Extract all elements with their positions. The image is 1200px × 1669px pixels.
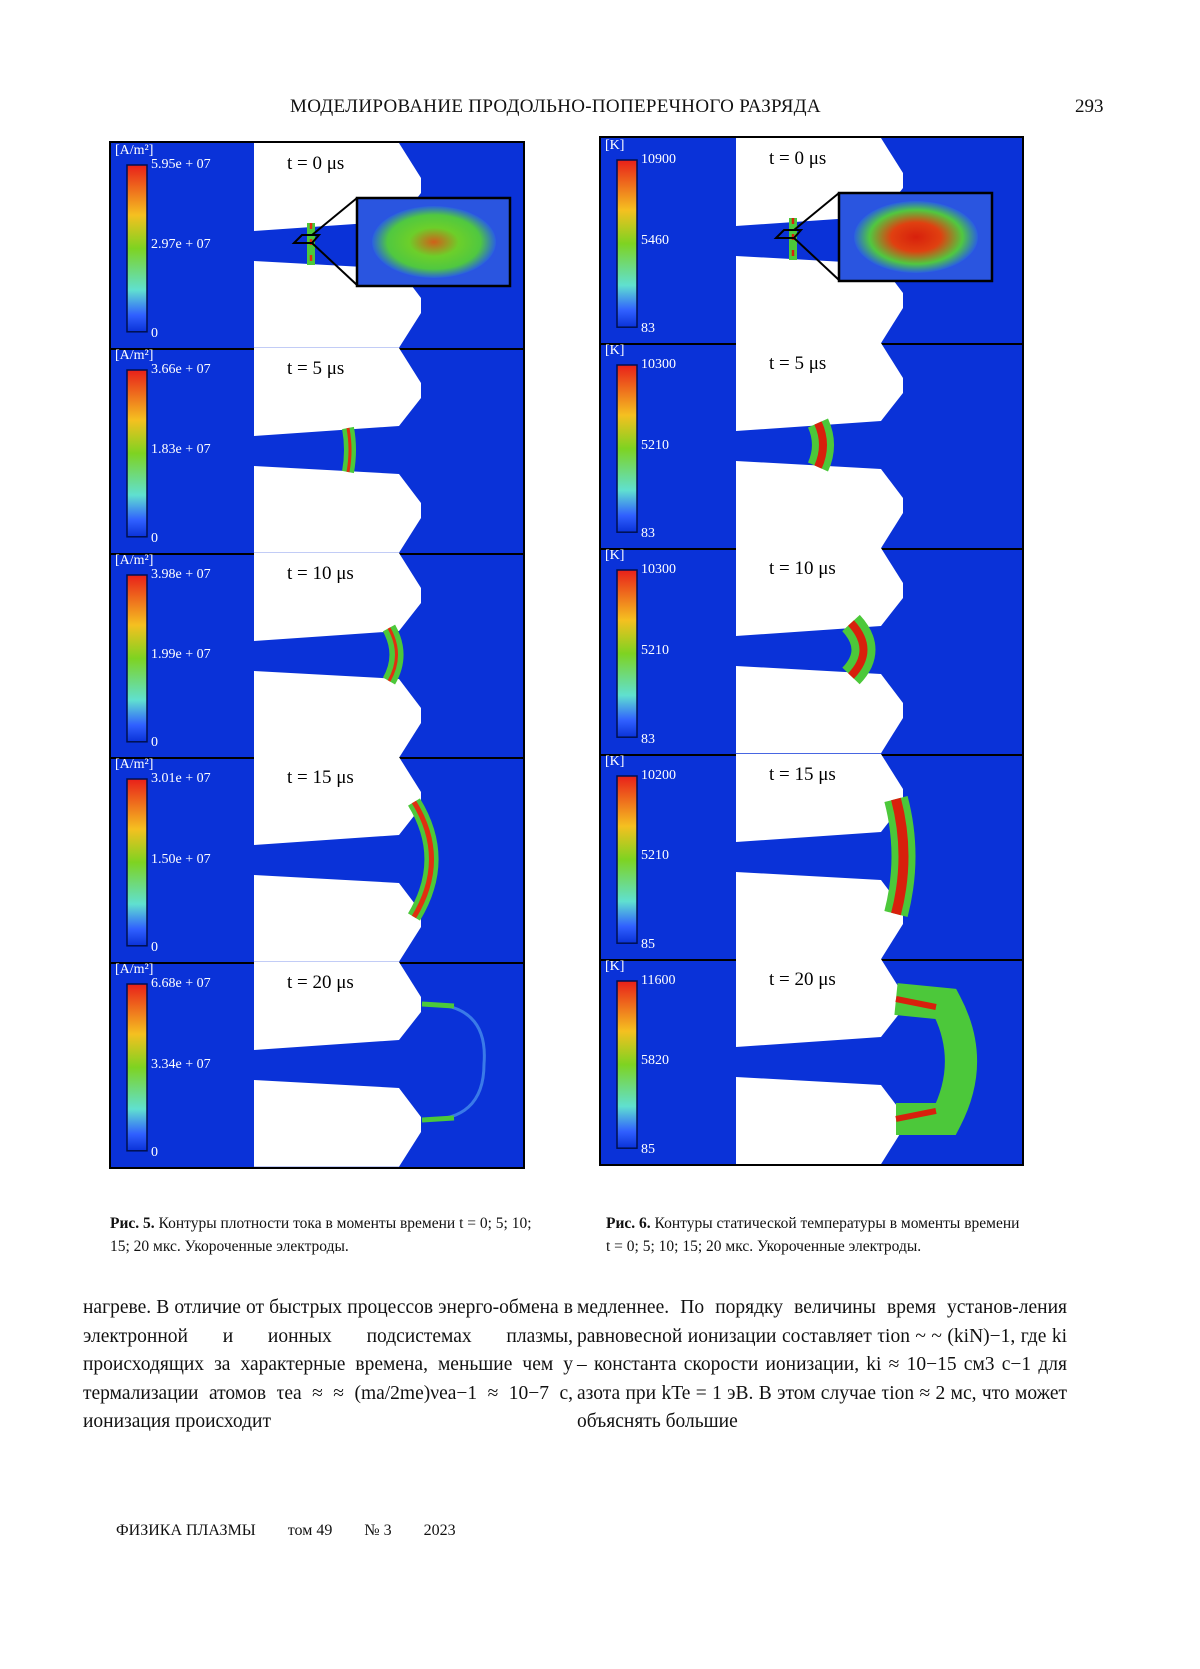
contour-panel: [A/m²]3.01e + 07 1.50e + 07 0 t = 15 μs <box>111 757 523 964</box>
contour-panel: [K] 10200 5210 85 t = 15 μs <box>601 754 1022 961</box>
time-label: t = 0 μs <box>769 148 826 170</box>
contour-panel: [K] 10900 5460 83 t = 0 μs <box>601 138 1022 345</box>
colorbar-mid-label: 1.99e + 07 <box>151 647 211 663</box>
colorbar-unit: [K] <box>605 548 624 564</box>
colorbar-max-label: 11600 <box>641 973 675 989</box>
colorbar-min-label: 83 <box>641 321 655 337</box>
colorbar-min-label: 85 <box>641 937 655 953</box>
page-number: 293 <box>1075 96 1104 118</box>
paper-page: МОДЕЛИРОВАНИЕ ПРОДОЛЬНО-ПОПЕРЕЧНОГО РАЗР… <box>0 0 1200 1669</box>
colorbar-mid-label: 2.97e + 07 <box>151 237 211 253</box>
time-label: t = 5 μs <box>769 353 826 375</box>
colorbar <box>127 779 147 946</box>
lower-electrode <box>254 466 421 553</box>
colorbar-unit: [K] <box>605 343 624 359</box>
colorbar-mid-label: 3.34e + 07 <box>151 1057 211 1073</box>
journal-name: ФИЗИКА ПЛАЗМЫ <box>116 1522 256 1539</box>
colorbar-min-label: 0 <box>151 1145 158 1161</box>
colorbar-mid-label: 5210 <box>641 438 669 454</box>
colorbar-unit: [K] <box>605 754 624 770</box>
colorbar-max-label: 10200 <box>641 768 676 784</box>
colorbar <box>617 160 637 327</box>
colorbar-unit: [A/m²] <box>115 143 153 159</box>
colorbar-mid-label: 5210 <box>641 848 669 864</box>
time-label: t = 10 μs <box>287 563 354 585</box>
colorbar-unit: [A/m²] <box>115 553 153 569</box>
colorbar-min-label: 85 <box>641 1142 655 1158</box>
colorbar-unit: [A/m²] <box>115 962 153 978</box>
contour-panel: [K] 10300 5210 83 t = 10 μs <box>601 548 1022 755</box>
time-label: t = 20 μs <box>769 969 836 991</box>
contour-panel: [A/m²]6.68e + 07 3.34e + 07 0 t = 20 μs <box>111 962 523 1169</box>
time-label: t = 20 μs <box>287 972 354 994</box>
colorbar-max-label: 5.95e + 07 <box>151 157 211 173</box>
colorbar-min-label: 0 <box>151 531 158 547</box>
colorbar-mid-label: 1.83e + 07 <box>151 442 211 458</box>
colorbar-unit: [K] <box>605 138 624 154</box>
lower-electrode <box>254 671 421 758</box>
contour-panel: [K] 11600 5820 85 t = 20 μs <box>601 959 1022 1166</box>
colorbar <box>617 776 637 943</box>
lower-electrode <box>736 666 903 753</box>
contour-panel: [A/m²]3.66e + 07 1.83e + 07 0 t = 5 μs <box>111 348 523 555</box>
time-label: t = 0 μs <box>287 153 344 175</box>
colorbar-max-label: 3.01e + 07 <box>151 771 211 787</box>
figure-5-caption: Рис. 5. Контуры плотности тока в моменты… <box>110 1212 540 1258</box>
body-text-right: медленнее. По порядку величины время уст… <box>577 1294 1067 1437</box>
figure-6-temperature: [K] 10900 5460 83 t = 0 μs [K] 10300 5210 83 t =… <box>599 136 1024 1166</box>
colorbar-min-label: 83 <box>641 732 655 748</box>
contour-panel: [A/m²]3.98e + 07 1.99e + 07 0 t = 10 μs <box>111 553 523 760</box>
colorbar <box>127 984 147 1151</box>
colorbar-max-label: 6.68e + 07 <box>151 976 211 992</box>
colorbar-max-label: 3.66e + 07 <box>151 362 211 378</box>
footer: ФИЗИКА ПЛАЗМЫ том 49 № 3 2023 <box>116 1522 484 1540</box>
contour-panel: [K] 10300 5210 83 t = 5 μs <box>601 343 1022 550</box>
caption-text: Контуры плотности тока в моменты времени… <box>110 1215 532 1255</box>
colorbar-min-label: 0 <box>151 326 158 342</box>
discharge-arc <box>896 999 961 1119</box>
caption-text: Контуры статической температуры в момент… <box>606 1215 1019 1255</box>
colorbar-unit: [K] <box>605 959 624 975</box>
lower-electrode <box>736 461 903 548</box>
colorbar-max-label: 3.98e + 07 <box>151 567 211 583</box>
colorbar-unit: [A/m²] <box>115 757 153 773</box>
colorbar <box>127 370 147 537</box>
contour-panel: [A/m²]5.95e + 07 2.97e + 07 0 t = 0 μs <box>111 143 523 350</box>
colorbar-max-label: 10300 <box>641 562 676 578</box>
colorbar-min-label: 83 <box>641 526 655 542</box>
colorbar-unit: [A/m²] <box>115 348 153 364</box>
issue: № 3 <box>364 1522 391 1539</box>
colorbar-mid-label: 5210 <box>641 643 669 659</box>
lower-electrode <box>736 872 903 959</box>
colorbar <box>617 981 637 1148</box>
body-text-left: нагреве. В отличие от быстрых процессов … <box>83 1294 573 1437</box>
time-label: t = 15 μs <box>769 764 836 786</box>
figure-5-current-density: [A/m²]5.95e + 072.97e + 070t = 0 μs [A/m… <box>109 141 525 1169</box>
colorbar-min-label: 0 <box>151 940 158 956</box>
colorbar-min-label: 0 <box>151 735 158 751</box>
lower-electrode <box>736 1077 903 1164</box>
volume: том 49 <box>288 1522 333 1539</box>
colorbar <box>617 365 637 532</box>
figure-6-caption: Рис. 6. Контуры статической температуры … <box>606 1212 1026 1258</box>
caption-label: Рис. 5. <box>110 1215 155 1232</box>
colorbar-mid-label: 1.50e + 07 <box>151 852 211 868</box>
colorbar-max-label: 10300 <box>641 357 676 373</box>
running-title: МОДЕЛИРОВАНИЕ ПРОДОЛЬНО-ПОПЕРЕЧНОГО РАЗР… <box>290 96 821 118</box>
caption-label: Рис. 6. <box>606 1215 651 1232</box>
colorbar-mid-label: 5460 <box>641 233 669 249</box>
lower-electrode <box>254 875 421 962</box>
lower-electrode <box>254 1080 421 1167</box>
time-label: t = 5 μs <box>287 358 344 380</box>
colorbar-mid-label: 5820 <box>641 1053 669 1069</box>
time-label: t = 10 μs <box>769 558 836 580</box>
colorbar <box>127 575 147 742</box>
colorbar <box>617 570 637 737</box>
colorbar-max-label: 10900 <box>641 152 676 168</box>
discharge-arc <box>422 1004 484 1120</box>
colorbar <box>127 165 147 332</box>
year: 2023 <box>424 1522 456 1539</box>
time-label: t = 15 μs <box>287 767 354 789</box>
